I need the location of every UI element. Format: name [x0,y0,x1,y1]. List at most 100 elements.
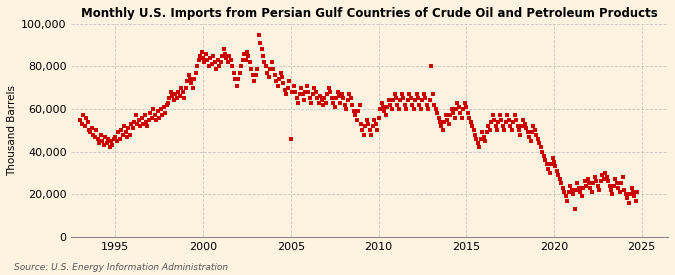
Point [425,98,435,103]
Point [400,103,410,107]
Point [356,122,367,126]
Point [263,75,274,79]
Point [111,139,122,143]
Point [423,107,433,111]
Point [495,113,506,118]
Point [497,124,508,128]
Point [493,120,504,124]
Point [614,190,625,194]
Point [144,117,155,122]
Point [262,71,273,75]
Point [632,190,643,194]
Point [284,79,295,84]
Point [122,134,132,139]
Point [300,90,310,94]
Point [316,98,327,103]
Point [242,49,252,54]
Point [551,169,562,173]
Point [170,92,181,96]
Point [576,194,587,199]
Point [302,83,313,88]
Point [414,103,425,107]
Point [443,122,454,126]
Point [333,94,344,98]
Point [346,96,356,101]
Point [126,122,137,126]
Point [585,186,596,190]
Point [296,86,306,90]
Point [110,134,121,139]
Point [78,113,88,118]
Point [597,173,608,177]
Point [278,81,289,86]
Point [431,111,442,116]
Point [566,188,577,192]
Point [135,124,146,128]
Point [598,177,609,182]
Point [605,188,616,192]
Point [464,115,475,120]
Point [624,192,635,196]
Point [622,196,632,200]
Point [348,109,359,113]
Point [560,194,571,199]
Point [190,71,201,75]
Point [394,107,404,111]
Point [508,120,518,124]
Y-axis label: Thousand Barrels: Thousand Barrels [7,85,17,176]
Point [408,107,419,111]
Point [291,96,302,101]
Point [82,120,93,124]
Point [304,96,315,101]
Point [435,120,446,124]
Point [519,122,530,126]
Point [194,54,205,58]
Point [604,183,615,188]
Point [558,186,568,190]
Point [101,141,112,145]
Point [541,162,552,167]
Point [427,92,438,96]
Point [489,117,500,122]
Point [179,96,190,101]
Point [177,90,188,94]
Point [456,115,467,120]
Point [565,183,576,188]
Point [556,181,567,186]
Point [133,117,144,122]
Point [130,113,141,118]
Point [421,103,432,107]
Point [188,86,198,90]
Point [192,64,202,69]
Point [252,66,263,71]
Point [189,77,200,81]
Point [91,128,102,133]
Point [98,143,109,147]
Point [173,90,184,94]
Point [404,92,414,96]
Point [601,175,612,179]
Point [79,124,90,128]
Point [504,117,514,122]
Point [375,107,385,111]
Point [612,181,622,186]
Point [85,130,96,135]
Point [186,81,196,86]
Point [417,98,428,103]
Point [544,171,555,175]
Point [418,92,429,96]
Point [477,130,488,135]
Point [236,64,246,69]
Point [76,122,87,126]
Point [145,111,156,116]
Point [256,47,267,52]
Point [448,111,458,116]
Point [385,103,396,107]
Point [269,73,280,77]
Point [528,124,539,128]
Point [468,128,479,133]
Point [107,143,117,147]
Point [563,190,574,194]
Point [95,132,106,137]
Point [325,90,335,94]
